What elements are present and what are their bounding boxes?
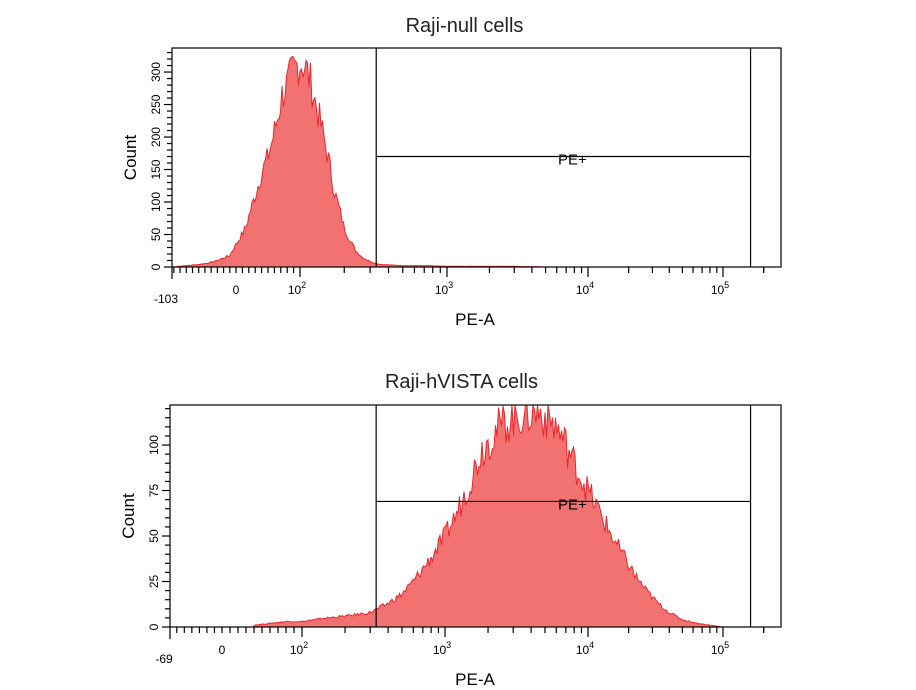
x-tick-base: 10: [290, 643, 304, 657]
y-tick-label: 50: [149, 228, 163, 242]
plot-frame: [171, 47, 782, 268]
x-tick-label: 104: [576, 280, 594, 297]
x-tick-label: -69: [155, 652, 173, 666]
x-tick-exponent: 3: [446, 640, 451, 650]
x-axis-label: PE-A: [455, 670, 495, 689]
x-tick-label: 103: [433, 640, 451, 657]
y-tick-label: 100: [147, 435, 161, 455]
x-tick-base: 10: [288, 283, 302, 297]
x-tick-base: 10: [433, 643, 447, 657]
x-tick-label: 104: [576, 640, 594, 657]
gate-label: PE+: [558, 496, 587, 513]
x-tick-base: 10: [711, 643, 725, 657]
x-tick-exponent: 5: [724, 640, 729, 650]
gate-label: PE+: [558, 152, 587, 169]
x-tick-label: 0: [219, 643, 226, 657]
x-tick-base: 10: [576, 643, 590, 657]
y-axis-label: Count: [121, 135, 140, 181]
histogram-area: [253, 404, 723, 628]
chart-title: Raji-null cells: [406, 15, 524, 37]
y-tick-label: 75: [147, 484, 161, 498]
plot-frame: [169, 404, 782, 628]
x-tick-label: 102: [290, 640, 308, 657]
y-axis-label: Count: [119, 493, 138, 539]
y-tick-label: 25: [147, 575, 161, 589]
x-tick-label: 103: [435, 280, 453, 297]
x-tick-label: 105: [711, 640, 729, 657]
x-tick-label: -103: [154, 292, 178, 306]
x-tick-base: 10: [435, 283, 449, 297]
y-tick-label: 200: [149, 127, 163, 147]
x-tick-exponent: 3: [448, 280, 453, 290]
x-tick-label: 102: [288, 280, 306, 297]
y-tick-label: 0: [147, 623, 161, 630]
x-tick-label: 0: [233, 283, 240, 297]
y-tick-label: 50: [147, 529, 161, 543]
x-axis-label: PE-A: [455, 310, 495, 329]
x-tick-exponent: 4: [589, 280, 594, 290]
histogram-area: [176, 55, 573, 268]
y-tick-label: 100: [149, 192, 163, 212]
x-tick-base: 10: [576, 283, 590, 297]
y-tick-label: 250: [149, 94, 163, 114]
x-tick-exponent: 5: [724, 280, 729, 290]
chart-title: Raji-hVISTA cells: [385, 371, 538, 393]
y-tick-label: 300: [149, 62, 163, 82]
x-tick-exponent: 2: [301, 280, 306, 290]
x-tick-exponent: 2: [303, 640, 308, 650]
x-tick-base: 10: [711, 283, 725, 297]
y-tick-label: 150: [149, 159, 163, 179]
histogram-panel-0: Raji-null cellsPE+050100150200250300Coun…: [121, 15, 782, 329]
y-tick-label: 0: [149, 263, 163, 270]
x-tick-exponent: 4: [589, 640, 594, 650]
x-tick-label: 105: [711, 280, 729, 297]
